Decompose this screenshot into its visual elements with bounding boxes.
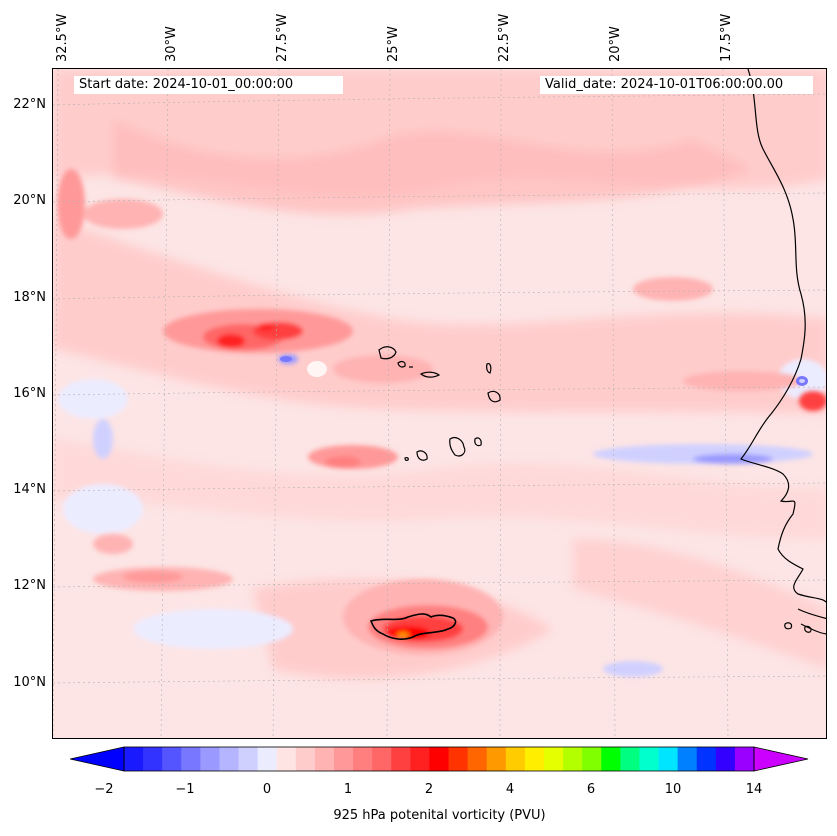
cape-verde-santo-antao [378,346,397,360]
colorbar-swatch [429,747,450,771]
cape-verde-sao-nicolau [419,371,441,378]
colorbar-swatch [334,747,354,771]
colorbar-swatch [124,747,144,771]
start-date-label: Start date: 2024-10-01_00:00:00 [74,76,343,94]
pv-contour-line [369,613,457,640]
colorbar-swatch [563,747,583,771]
pv-negative-patches [58,354,826,677]
colorbar-swatch [314,747,335,771]
colorbar-tick-2: 2 [424,782,434,797]
latitude-label-16n: 16°N [13,386,46,401]
latitude-label-12n: 12°N [13,578,46,593]
colorbar-swatch [353,747,373,771]
colorbar-tick-minus-1: −1 [175,782,195,797]
valid-date-label: Valid_date: 2024-10-01T06:00:00.00 [540,76,813,94]
colorbar-label: 925 hPa potenital vorticity (PVU) [333,808,546,823]
pv-background-shading [53,69,826,679]
colorbar-swatch [677,747,698,771]
latitude-label-20n: 20°N [13,193,46,208]
colorbar [70,746,809,772]
colorbar-swatch [162,747,182,771]
colorbar-outline [123,746,755,772]
latitude-label-14n: 14°N [13,482,46,497]
colorbar-swatch [639,747,660,771]
longitude-label-27-5w: 27.5°W [275,13,290,62]
bissagos-islands [784,622,812,633]
colorbar-tick-1: 1 [343,782,353,797]
colorbar-over-arrow [753,746,809,772]
colorbar-tick-14: 14 [745,782,763,797]
longitude-label-22-5w: 22.5°W [497,13,512,62]
longitude-label-17-5w: 17.5°W [719,13,734,62]
colorbar-under-arrow [70,746,125,772]
colorbar-swatch [295,747,316,771]
colorbar-swatch [181,747,201,771]
longitude-label-20w: 20°W [608,26,623,62]
colorbar-swatch [238,747,259,771]
pv-small-blobs [280,356,808,386]
colorbar-swatch [257,747,278,771]
cape-verde-boa-vista [487,390,501,403]
cape-verde-sal [486,362,492,374]
colorbar-swatch [219,747,240,771]
colorbar-swatch [391,747,411,771]
colorbar-swatch [715,747,736,771]
colorbar-swatch [410,747,431,771]
cape-verde-santiago [449,436,466,457]
pv-positive-features [57,169,826,655]
cape-verde-sao-vicente [397,360,406,368]
longitude-label-25w: 25°W [386,26,401,62]
colorbar-swatch [601,747,621,771]
latitude-label-10n: 10°N [13,675,46,690]
latitude-label-22n: 22°N [13,97,46,112]
colorbar-swatch [582,747,602,771]
colorbar-tick-4: 4 [505,782,515,797]
coastlines [378,69,826,635]
longitude-label-30w: 30°W [164,26,179,62]
colorbar-swatch [544,747,564,771]
colorbar-swatch [524,747,545,771]
colorbar-swatch [276,747,297,771]
colorbar-swatch [620,747,641,771]
cape-verde-fogo [416,450,428,461]
cape-verde-maio [474,437,482,447]
pv-field-map [53,69,826,738]
colorbar-tick-6: 6 [586,782,596,797]
colorbar-swatch [143,747,163,771]
colorbar-swatch [448,747,469,771]
colorbar-swatch [505,747,526,771]
africa-coastline-south [797,608,826,635]
latitude-label-18n: 18°N [13,290,46,305]
colorbar-tick-minus-2: −2 [94,782,114,797]
colorbar-swatches [124,747,755,771]
cape-verde-brava [404,457,409,461]
colorbar-swatch [467,747,488,771]
longitude-label-32-5w: 32.5°W [55,13,70,62]
colorbar-swatch [200,747,221,771]
colorbar-swatch [658,747,679,771]
colorbar-swatch [734,747,755,771]
map-panel [52,68,827,739]
colorbar-tick-10: 10 [664,782,682,797]
colorbar-swatch [486,747,507,771]
colorbar-swatch [372,747,392,771]
colorbar-tick-0: 0 [262,782,272,797]
colorbar-swatch [696,747,717,771]
africa-coastline [740,69,826,603]
map-gridlines [53,69,826,738]
